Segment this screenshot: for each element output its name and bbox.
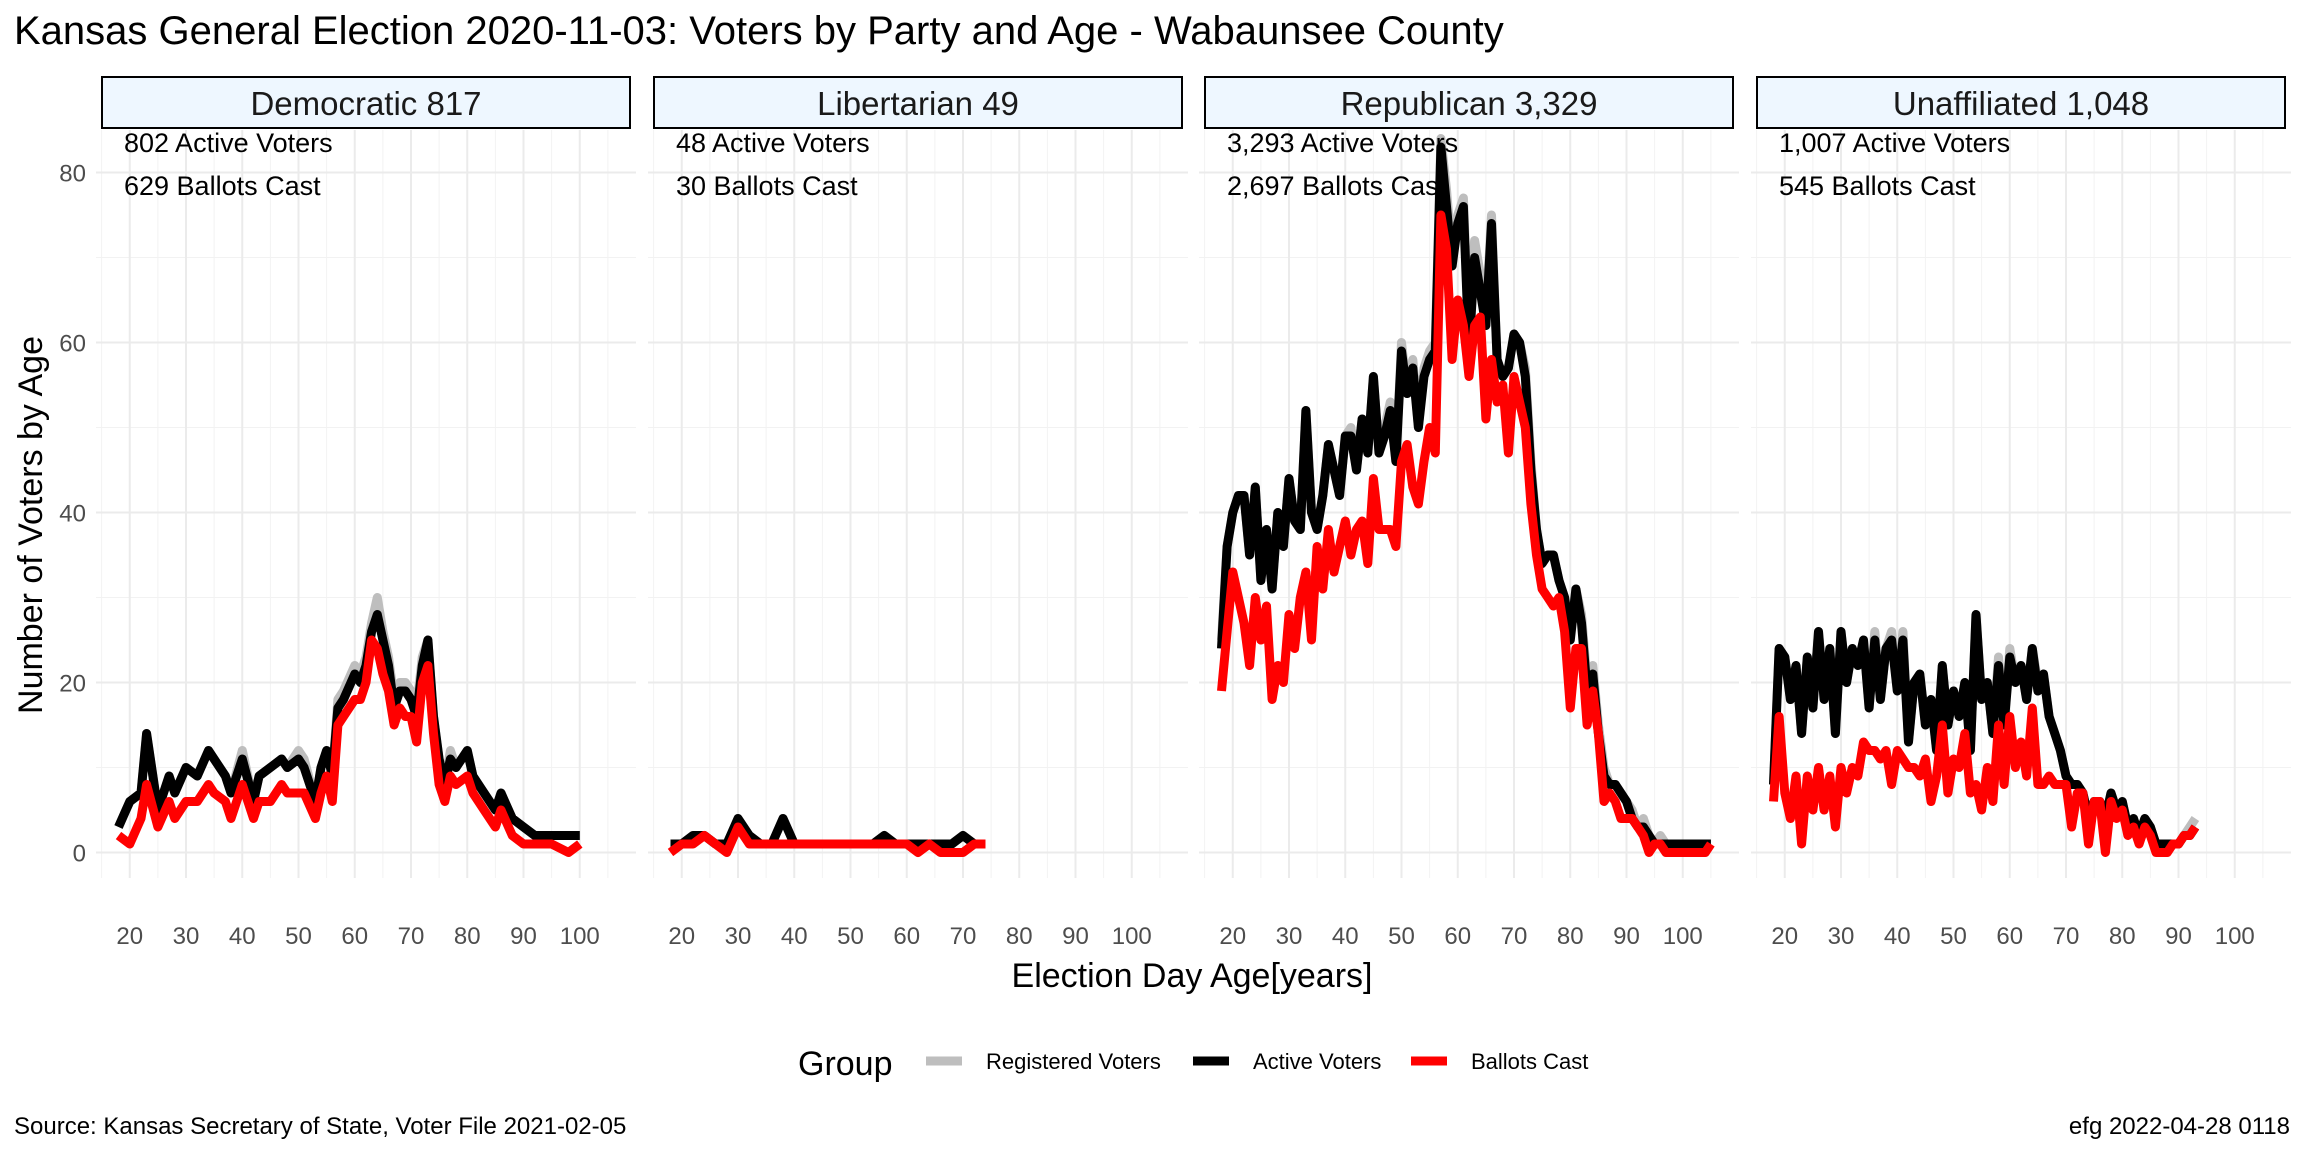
facet-strip-label: Libertarian 49 bbox=[817, 85, 1019, 122]
series-line bbox=[115, 635, 583, 857]
x-tick-label: 50 bbox=[1940, 923, 1967, 950]
x-tick-label: 20 bbox=[668, 923, 695, 950]
x-tick-label: 90 bbox=[510, 923, 537, 950]
series-line bbox=[1217, 142, 1711, 849]
x-tick-label: 40 bbox=[1332, 923, 1359, 950]
active-voters-annotation: 48 Active Voters bbox=[676, 128, 870, 158]
ballots-cast-annotation: 545 Ballots Cast bbox=[1779, 171, 1976, 201]
x-tick-label: 70 bbox=[398, 923, 425, 950]
series-line bbox=[114, 610, 580, 840]
facet-panels: Democratic 817 802 Active Voters 629 Ballo… bbox=[59, 76, 2291, 950]
x-tick-label: 50 bbox=[1388, 923, 1415, 950]
y-tick-label: 20 bbox=[59, 671, 86, 698]
facet-strip bbox=[1756, 76, 2286, 129]
legend-items: Registered Voters Active Voters Ballots Ca… bbox=[926, 1049, 1588, 1074]
ballots-cast-annotation: 629 Ballots Cast bbox=[124, 171, 321, 201]
x-tick-label: 80 bbox=[1006, 923, 1033, 950]
series-line bbox=[1769, 703, 2200, 857]
x-tick-label: 70 bbox=[2053, 923, 2080, 950]
series-line bbox=[1217, 210, 1715, 857]
y-tick-label: 40 bbox=[59, 501, 86, 528]
active-voters-annotation: 802 Active Voters bbox=[124, 128, 333, 158]
facet-strip bbox=[101, 76, 631, 129]
source-note: Source: Kansas Secretary of State, Voter… bbox=[14, 1113, 626, 1140]
y-tick-label: 80 bbox=[59, 161, 86, 188]
credit-note: efg 2022-04-28 0118 bbox=[2069, 1113, 2290, 1140]
x-tick-label: 100 bbox=[2215, 923, 2255, 950]
series-line bbox=[667, 822, 986, 857]
facet-panel: Republican 3,329 3,293 Active Voters 2,697… bbox=[1199, 76, 1739, 950]
ballots-cast-annotation: 2,697 Ballots Cast bbox=[1227, 171, 1447, 201]
x-tick-label: 50 bbox=[837, 923, 864, 950]
facet-panel: Libertarian 49 48 Active Voters 30 Ballots… bbox=[648, 76, 1188, 950]
x-tick-label: 90 bbox=[1613, 923, 1640, 950]
x-tick-label: 100 bbox=[1112, 923, 1152, 950]
legend-label: Active Voters bbox=[1253, 1049, 1381, 1074]
x-tick-label: 40 bbox=[229, 923, 256, 950]
y-tick-label: 60 bbox=[59, 331, 86, 358]
y-axis-label: Number of Voters by Age bbox=[12, 336, 50, 714]
x-tick-label: 60 bbox=[1996, 923, 2023, 950]
x-tick-label: 90 bbox=[1062, 923, 1089, 950]
ballots-cast-annotation: 30 Ballots Cast bbox=[676, 171, 858, 201]
x-tick-label: 30 bbox=[725, 923, 752, 950]
x-tick-label: 100 bbox=[1663, 923, 1703, 950]
facet-strip bbox=[1204, 76, 1734, 129]
legend-label: Registered Voters bbox=[986, 1049, 1161, 1074]
legend-title: Group bbox=[798, 1045, 893, 1083]
x-tick-label: 70 bbox=[950, 923, 977, 950]
x-axis-label: Election Day Age[years] bbox=[1012, 957, 1373, 995]
x-tick-label: 30 bbox=[173, 923, 200, 950]
x-tick-label: 20 bbox=[116, 923, 143, 950]
facet-strip-label: Unaffiliated 1,048 bbox=[1893, 85, 2149, 122]
facet-panel: Unaffiliated 1,048 1,007 Active Voters 545… bbox=[1751, 76, 2291, 950]
x-tick-label: 40 bbox=[781, 923, 808, 950]
facet-panel: Democratic 817 802 Active Voters 629 Ballo… bbox=[96, 76, 636, 950]
x-tick-label: 70 bbox=[1501, 923, 1528, 950]
x-tick-label: 50 bbox=[285, 923, 312, 950]
x-tick-label: 60 bbox=[893, 923, 920, 950]
x-tick-label: 60 bbox=[1444, 923, 1471, 950]
x-tick-label: 100 bbox=[560, 923, 600, 950]
facet-strip-label: Democratic 817 bbox=[250, 85, 481, 122]
x-tick-label: 30 bbox=[1828, 923, 1855, 950]
x-tick-label: 90 bbox=[2165, 923, 2192, 950]
facet-strip-label: Republican 3,329 bbox=[1341, 85, 1598, 122]
x-tick-label: 80 bbox=[2109, 923, 2136, 950]
y-tick-label: 0 bbox=[73, 841, 86, 868]
x-tick-label: 80 bbox=[454, 923, 481, 950]
x-tick-label: 60 bbox=[341, 923, 368, 950]
x-tick-label: 20 bbox=[1771, 923, 1798, 950]
active-voters-annotation: 3,293 Active Voters bbox=[1227, 128, 1458, 158]
facet-strip bbox=[653, 76, 1183, 129]
legend: Group Registered Voters Active Voters Ball… bbox=[798, 1045, 1588, 1083]
x-tick-label: 40 bbox=[1884, 923, 1911, 950]
active-voters-annotation: 1,007 Active Voters bbox=[1779, 128, 2010, 158]
x-tick-label: 30 bbox=[1276, 923, 1303, 950]
legend-label: Ballots Cast bbox=[1471, 1049, 1588, 1074]
x-tick-label: 80 bbox=[1557, 923, 1584, 950]
chart-title: Kansas General Election 2020-11-03: Vote… bbox=[14, 9, 1504, 53]
x-tick-label: 20 bbox=[1219, 923, 1246, 950]
